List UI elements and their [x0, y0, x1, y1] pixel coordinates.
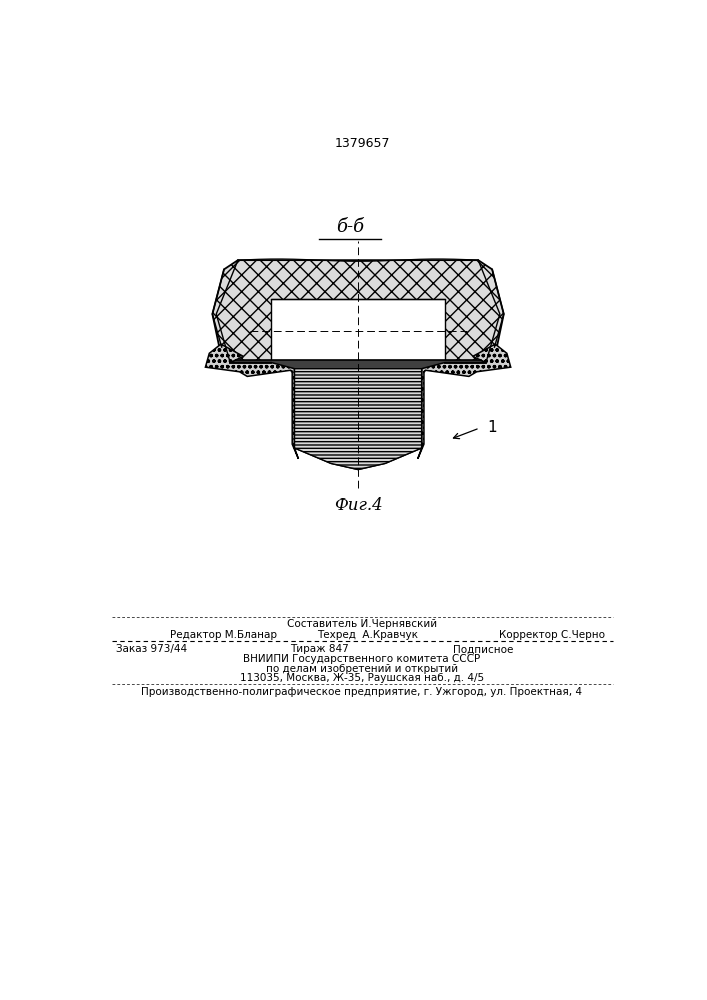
Text: Редактор М.Бланар: Редактор М.Бланар	[170, 630, 276, 640]
Text: Корректор С.Черно: Корректор С.Черно	[499, 630, 605, 640]
Polygon shape	[271, 299, 445, 361]
Polygon shape	[206, 344, 298, 459]
Text: Техред  А.Кравчук: Техред А.Кравчук	[317, 630, 418, 640]
Text: 1379657: 1379657	[334, 137, 390, 150]
Text: ВНИИПИ Государственного комитета СССР: ВНИИПИ Государственного комитета СССР	[243, 654, 481, 664]
Text: по делам изобретений и открытий: по делам изобретений и открытий	[266, 664, 458, 674]
Polygon shape	[295, 369, 421, 470]
Text: Тираж 847: Тираж 847	[290, 644, 349, 654]
Text: 113035, Москва, Ж-35, Раушская наб., д. 4/5: 113035, Москва, Ж-35, Раушская наб., д. …	[240, 673, 484, 683]
Polygon shape	[295, 369, 421, 470]
Text: Подписное: Подписное	[452, 644, 513, 654]
Polygon shape	[230, 360, 486, 370]
Polygon shape	[418, 344, 510, 459]
Text: Заказ 973/44: Заказ 973/44	[115, 644, 187, 654]
Text: Фиг.4: Фиг.4	[334, 497, 382, 514]
Polygon shape	[212, 260, 504, 363]
Text: б-б: б-б	[337, 218, 364, 235]
Text: 1: 1	[488, 420, 497, 436]
Text: Производственно-полиграфическое предприятие, г. Ужгород, ул. Проектная, 4: Производственно-полиграфическое предприя…	[141, 687, 583, 697]
Text: Составитель И.Чернявский: Составитель И.Чернявский	[287, 619, 437, 629]
